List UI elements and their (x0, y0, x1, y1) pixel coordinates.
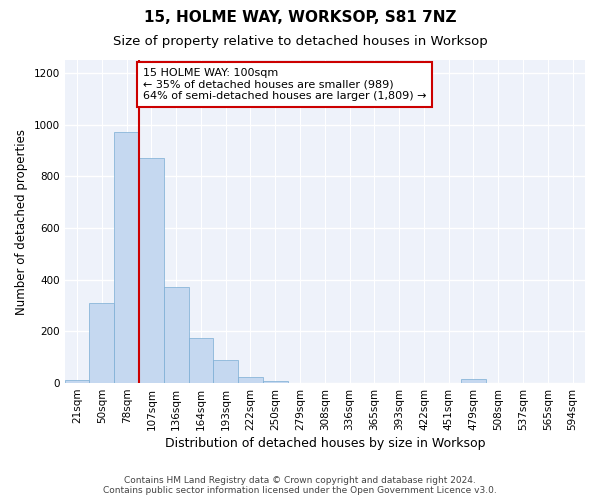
Bar (238, 376, 263, 383)
Bar (287, 382, 313, 383)
Bar (164, 288, 188, 383)
Bar (89, 303, 114, 383)
Text: Contains HM Land Registry data © Crown copyright and database right 2024.
Contai: Contains HM Land Registry data © Crown c… (103, 476, 497, 495)
Bar (114, 132, 139, 383)
Y-axis label: Number of detached properties: Number of detached properties (15, 128, 28, 314)
Bar (313, 382, 337, 383)
Bar (214, 360, 238, 383)
Bar (188, 338, 214, 383)
Bar (461, 379, 486, 383)
Text: 15, HOLME WAY, WORKSOP, S81 7NZ: 15, HOLME WAY, WORKSOP, S81 7NZ (144, 10, 456, 25)
Bar (65, 380, 89, 383)
Bar (263, 381, 287, 383)
Text: 15 HOLME WAY: 100sqm
← 35% of detached houses are smaller (989)
64% of semi-deta: 15 HOLME WAY: 100sqm ← 35% of detached h… (143, 68, 426, 101)
Text: Size of property relative to detached houses in Worksop: Size of property relative to detached ho… (113, 35, 487, 48)
X-axis label: Distribution of detached houses by size in Worksop: Distribution of detached houses by size … (164, 437, 485, 450)
Bar (139, 158, 164, 383)
